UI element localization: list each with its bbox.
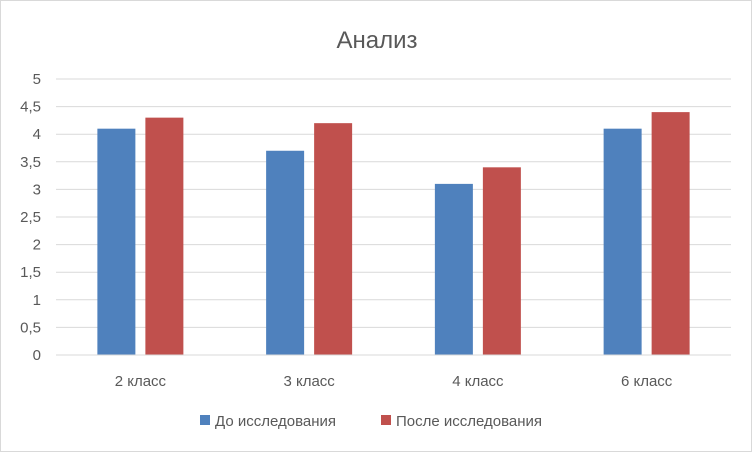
legend-label: До исследования (215, 413, 336, 430)
bar-before-0 (97, 128, 136, 355)
x-tick-label: 2 класс (115, 373, 167, 390)
bar-after-3 (651, 112, 690, 356)
y-tick-label: 4 (33, 126, 41, 143)
y-tick-label: 4,5 (20, 99, 41, 116)
bar-before-3 (603, 128, 642, 355)
y-tick-label: 0 (33, 347, 41, 364)
legend-label: После исследования (396, 413, 542, 430)
y-tick-label: 2 (33, 237, 41, 254)
chart-title: Анализ (336, 27, 417, 54)
legend-swatch (381, 415, 391, 425)
x-axis-ticks: 2 класс 3 класс 4 класс 6 класс (115, 373, 673, 390)
bar-after-2 (482, 167, 521, 355)
x-tick-label: 6 класс (621, 373, 673, 390)
y-tick-label: 3 (33, 181, 41, 198)
bars (97, 112, 690, 356)
legend-swatch (200, 415, 210, 425)
x-tick-label: 3 класс (283, 373, 335, 390)
bar-after-0 (145, 117, 184, 355)
y-tick-label: 5 (33, 71, 41, 88)
bar-after-1 (314, 123, 353, 355)
legend: До исследования После исследования (200, 413, 542, 430)
x-tick-label: 4 класс (452, 373, 504, 390)
y-tick-label: 0,5 (20, 319, 41, 336)
bar-before-2 (434, 183, 473, 355)
y-tick-label: 1,5 (20, 264, 41, 281)
y-tick-label: 1 (33, 292, 41, 309)
y-tick-label: 2,5 (20, 209, 41, 226)
bar-before-1 (266, 150, 305, 355)
y-axis-ticks: 0 0,5 1 1,5 2 2,5 3 3,5 4 4,5 5 (20, 71, 41, 364)
y-tick-label: 3,5 (20, 154, 41, 171)
